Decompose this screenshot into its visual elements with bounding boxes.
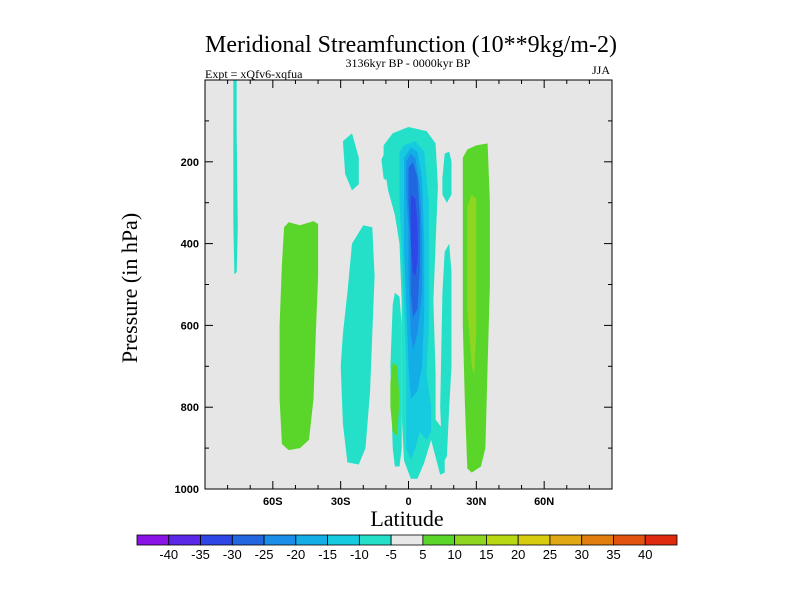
colorbar-swatch: [454, 534, 487, 546]
chart-title: Meridional Streamfunction (10**9kg/m-2): [205, 32, 617, 58]
colorbar-label: 5: [419, 547, 426, 562]
colorbar-label: 20: [511, 547, 525, 562]
colorbar-label: 10: [447, 547, 461, 562]
x-tick-label: 30N: [466, 496, 486, 508]
contour-region-17: [467, 194, 477, 375]
contour-region-3: [342, 133, 359, 191]
contour-region-15: [440, 243, 452, 465]
contour-region-1: [279, 221, 319, 451]
colorbar-label: -30: [223, 547, 242, 562]
colorbar-label: 40: [638, 547, 652, 562]
y-tick-label: 800: [181, 402, 199, 414]
experiment-label: Expt = xQfv6-xqfua: [205, 67, 303, 81]
x-tick-label: 60S: [263, 496, 283, 508]
colorbar-label: -35: [191, 547, 210, 562]
colorbar-swatch: [231, 534, 265, 546]
colorbar-swatch: [549, 534, 583, 546]
colorbar-swatch: [422, 534, 456, 546]
colorbar-label: 25: [543, 547, 557, 562]
colorbar-swatch: [390, 534, 424, 546]
colorbar-label: -15: [318, 547, 337, 562]
x-tick-label: 0: [405, 496, 411, 508]
colorbar-label: -5: [385, 547, 397, 562]
colorbar-swatch: [136, 534, 170, 546]
x-axis-label: Latitude: [370, 506, 443, 531]
colorbar-swatch: [644, 534, 678, 546]
contour-region-2: [340, 225, 375, 465]
colorbar-swatch: [358, 534, 392, 546]
y-tick-label: 1000: [175, 484, 199, 496]
colorbar-swatch: [168, 534, 201, 546]
colorbar-label: -40: [159, 547, 178, 562]
colorbar-label: -20: [286, 547, 305, 562]
colorbar-swatch: [200, 534, 233, 546]
contour-region-16: [462, 143, 490, 473]
colorbar-swatch: [581, 534, 614, 546]
contour-region-0: [233, 80, 238, 275]
season-label: JJA: [592, 63, 610, 77]
contour-region-13: [410, 194, 418, 277]
colorbar: -40 -35 -30 -25 -20 -15 -10 -5 5 10 15 20 25 30 35 40: [136, 534, 678, 562]
colorbar-swatch: [613, 534, 646, 546]
y-tick-label: 200: [181, 157, 199, 169]
contour-region-7: [390, 362, 400, 436]
contour-region-14: [442, 151, 452, 203]
colorbar-swatch: [295, 534, 328, 546]
colorbar-label: -25: [255, 547, 274, 562]
y-tick-label: 600: [181, 320, 199, 332]
colorbar-label: 15: [479, 547, 493, 562]
x-tick-label: 60N: [534, 496, 554, 508]
colorbar-swatch: [263, 534, 297, 546]
colorbar-swatch: [486, 534, 519, 546]
colorbar-label: 30: [574, 547, 588, 562]
y-axis-label: Pressure (in hPa): [117, 213, 142, 363]
y-tick-label: 400: [181, 239, 199, 251]
colorbar-label: 35: [606, 547, 620, 562]
colorbar-swatch: [327, 534, 360, 546]
colorbar-label: -10: [350, 547, 369, 562]
x-tick-label: 30S: [331, 496, 351, 508]
plot-area: 60S 30S 0 30N 60N 200 400 600 800 1000: [175, 79, 613, 508]
colorbar-swatch: [517, 534, 551, 546]
period-label: 3136kyr BP - 0000kyr BP: [346, 56, 471, 70]
